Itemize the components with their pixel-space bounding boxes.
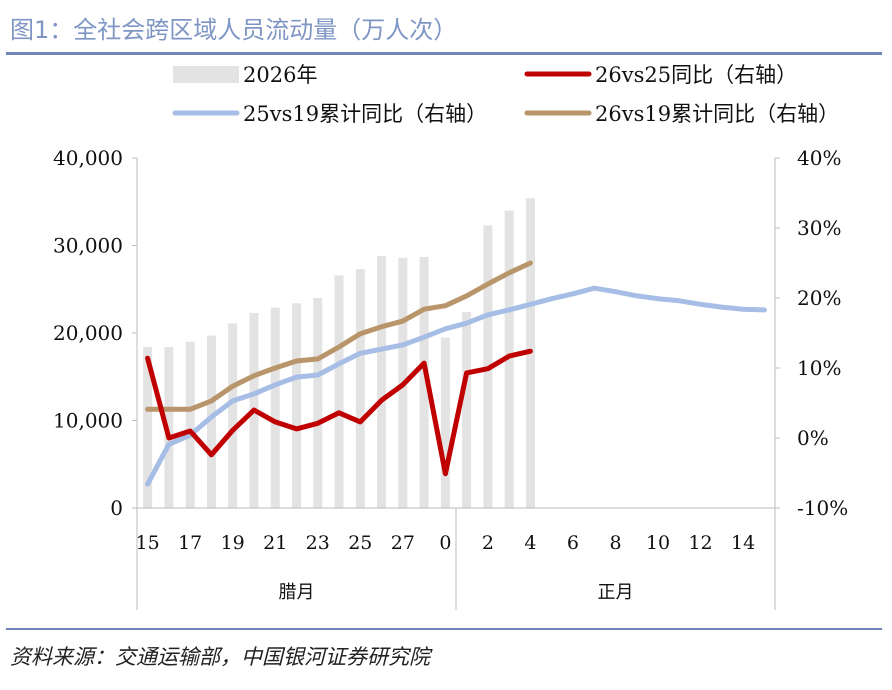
legend-label: 26vs25同比（右轴） (595, 63, 797, 87)
source-note: 资料来源：交通运输部，中国银河证券研究院 (10, 645, 430, 669)
bar (440, 337, 450, 508)
bar (462, 312, 472, 508)
x-tick-label: 2 (482, 532, 494, 554)
group-label: 腊月 (279, 582, 315, 603)
x-tick-label: 27 (391, 532, 415, 554)
right-tick-label: 30% (797, 216, 841, 240)
x-tick-label: 23 (306, 532, 330, 554)
left-tick-label: 20,000 (53, 321, 123, 345)
bar (206, 335, 216, 508)
x-tick-label: 10 (646, 532, 670, 554)
bar (419, 256, 429, 508)
bar (143, 347, 153, 508)
x-tick-label: 4 (524, 532, 536, 554)
right-tick-label: 10% (797, 356, 841, 380)
x-tick-label: 19 (221, 532, 245, 554)
left-tick-label: 40,000 (53, 146, 123, 170)
right-tick-label: 20% (797, 286, 841, 310)
bar (377, 256, 387, 508)
left-tick-label: 10,000 (53, 409, 123, 433)
series-line (145, 285, 767, 487)
x-tick-label: 8 (609, 532, 621, 554)
right-tick-label: -10% (797, 496, 848, 520)
left-tick-label: 0 (110, 496, 123, 520)
x-tick-label: 6 (567, 532, 579, 554)
bar (164, 347, 174, 508)
x-tick-label: 12 (688, 532, 712, 554)
legend-label: 25vs19累计同比（右轴） (243, 102, 487, 126)
bar (270, 307, 280, 508)
group-label: 正月 (598, 582, 634, 603)
bar (355, 269, 365, 508)
legend-swatch (173, 66, 239, 83)
title-divider (6, 52, 882, 55)
x-tick-label: 0 (439, 532, 451, 554)
series-line (145, 260, 533, 412)
chart-title: 图1：全社会跨区域人员流动量（万人次） (10, 16, 458, 44)
bar (185, 341, 195, 508)
legend-label: 26vs19累计同比（右轴） (595, 102, 839, 126)
x-tick-label: 21 (263, 532, 287, 554)
x-tick-label: 15 (136, 532, 160, 554)
bar (228, 323, 238, 508)
right-tick-label: 40% (797, 146, 841, 170)
bar (292, 303, 301, 508)
bar (334, 275, 344, 508)
left-tick-label: 30,000 (53, 234, 123, 258)
x-tick-label: 25 (348, 532, 372, 554)
bar (504, 210, 514, 508)
legend-label: 2026年 (243, 63, 317, 87)
x-tick-label: 17 (178, 532, 202, 554)
x-tick-label: 14 (731, 532, 755, 554)
right-tick-label: 0% (797, 426, 829, 450)
source-divider (6, 628, 882, 630)
series-line (145, 348, 533, 477)
bar (313, 298, 323, 508)
